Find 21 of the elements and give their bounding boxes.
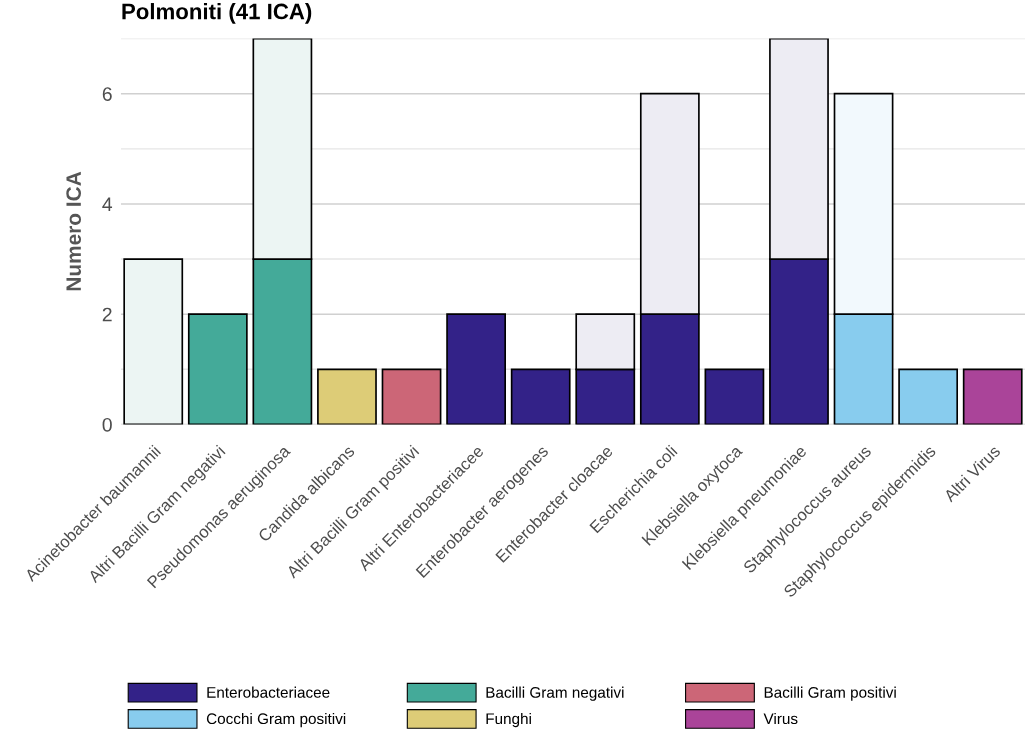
bar (446, 313, 507, 425)
y-tick-label: 0 (102, 417, 112, 432)
chart-title: Polmoniti (41 ICA) (122, 3, 312, 24)
y-axis-title: Numero ICA (66, 171, 82, 291)
legend-label: Virus (763, 712, 798, 725)
bar (704, 368, 765, 425)
bar (123, 258, 184, 425)
bar (317, 368, 377, 425)
legend-label: Cocchi Gram positivi (206, 712, 346, 728)
bar (962, 368, 1023, 425)
legend-label: Bacilli Gram positivi (764, 686, 896, 701)
bar (381, 368, 442, 425)
y-tick-label: 4 (102, 197, 113, 211)
legend-label: Bacilli Gram negativi (486, 686, 624, 701)
legend-label: Funghi (486, 712, 531, 728)
bar (187, 313, 248, 425)
legend-label: Enterobacteriacee (207, 686, 330, 698)
y-tick-label: 2 (102, 307, 112, 322)
y-tick-label: 6 (102, 87, 112, 101)
bar (510, 368, 571, 425)
bar (898, 368, 959, 425)
